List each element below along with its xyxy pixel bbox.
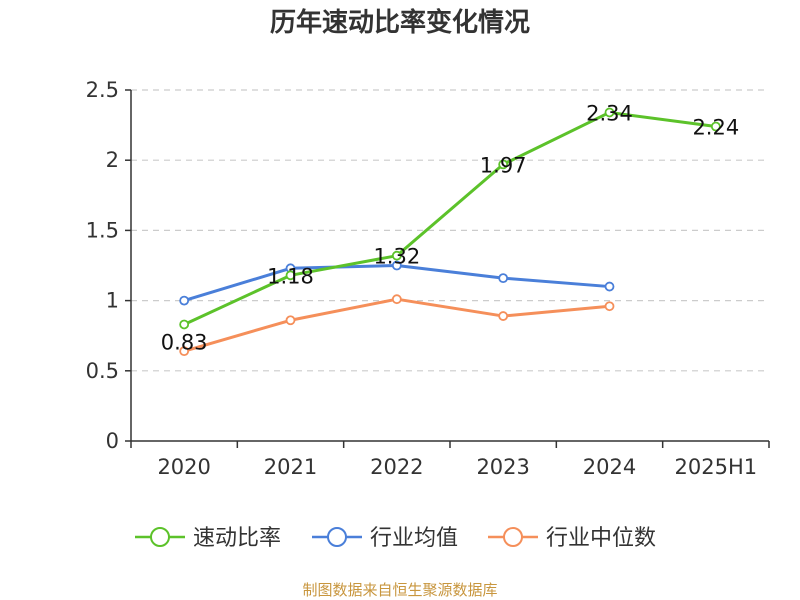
legend: 速动比率 行业均值 行业中位数 [135, 526, 656, 551]
y-tick-label: 1 [106, 289, 119, 313]
x-tick-label: 2021 [264, 455, 317, 479]
legend-label-1: 行业均值 [370, 526, 458, 551]
data-point [498, 311, 509, 321]
data-point [285, 270, 296, 281]
data-label: 2.24 [692, 116, 739, 140]
y-tick-label: 0.5 [86, 359, 119, 383]
legend-label-0: 速动比率 [193, 526, 281, 551]
y-tick-label: 0 [106, 429, 119, 453]
x-tick-label: 2024 [583, 455, 636, 479]
x-tick-label: 2020 [157, 455, 210, 479]
series-group [179, 107, 721, 357]
data-point [604, 281, 615, 292]
chart-title: 历年速动比率变化情况 [270, 7, 530, 38]
legend-marker-1 [327, 527, 347, 547]
data-label: 0.83 [161, 330, 208, 354]
data-point [179, 319, 190, 330]
data-point [179, 346, 190, 357]
x-tick-label: 2022 [370, 455, 423, 479]
data-labels: 0.83 1.18 1.32 1.97 2.34 2.24 [161, 101, 739, 354]
data-point [604, 107, 615, 118]
source-note: 制图数据来自恒生聚源数据库 [302, 581, 497, 599]
data-label: 1.32 [373, 245, 420, 269]
data-point [604, 301, 615, 312]
legend-marker-2 [503, 527, 523, 547]
data-point [391, 260, 402, 271]
series-line-2 [183, 297, 610, 353]
y-tick-label: 2 [106, 148, 119, 172]
axes: 0 0.5 1 1.5 2 2.5 2020 2021 2022 2023 2024 2025H1 [86, 78, 770, 479]
x-tick-label: 2023 [476, 455, 529, 479]
x-tick-label: 2025H1 [675, 455, 758, 479]
data-point [498, 273, 509, 284]
y-tick-label: 1.5 [86, 218, 119, 242]
data-point [285, 315, 296, 326]
gridlines [131, 89, 769, 372]
data-label: 1.97 [480, 153, 527, 177]
data-point [710, 121, 721, 132]
data-point [391, 294, 402, 305]
data-label: 1.18 [267, 264, 314, 288]
data-label: 2.34 [586, 101, 633, 125]
data-point [391, 250, 402, 261]
series-line-0 [183, 110, 717, 326]
data-point [179, 295, 190, 306]
legend-label-2: 行业中位数 [546, 526, 656, 551]
data-point [498, 159, 509, 170]
y-tick-label: 2.5 [86, 78, 119, 102]
legend-marker-0 [150, 527, 170, 547]
